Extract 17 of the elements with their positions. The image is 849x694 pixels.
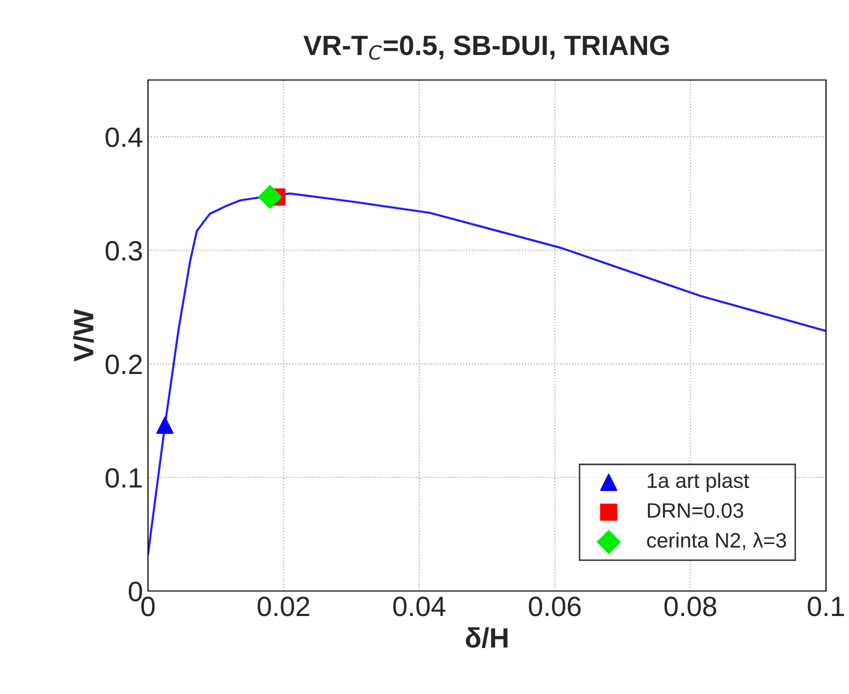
legend-label: cerinta N2, λ=3 <box>647 532 786 550</box>
legend-label: 1a art plast <box>648 472 750 492</box>
x-tick-label: 0 <box>141 596 155 616</box>
y-tick-label: 0.1 <box>106 468 142 488</box>
x-tick-label: 0.08 <box>664 596 716 616</box>
y-tick-label: 0.2 <box>106 354 142 374</box>
y-tick-label: 0 <box>128 582 142 602</box>
x-tick-label: 0.06 <box>528 596 581 616</box>
x-tick-label: 0.02 <box>258 596 310 616</box>
x-axis-title: δ/H <box>466 627 508 648</box>
y-tick-label: 0.4 <box>106 127 142 148</box>
chart-title: VR-T$_{C}$=0.5, SB-DUI, TRIANG <box>303 36 669 60</box>
legend-label: DRN=0.03 <box>648 503 744 518</box>
y-axis-title: V/W <box>73 309 94 362</box>
y-tick-label: 0.3 <box>106 241 142 261</box>
x-tick-label: 0.04 <box>393 596 446 616</box>
x-tick-label: 0.1 <box>808 596 844 616</box>
